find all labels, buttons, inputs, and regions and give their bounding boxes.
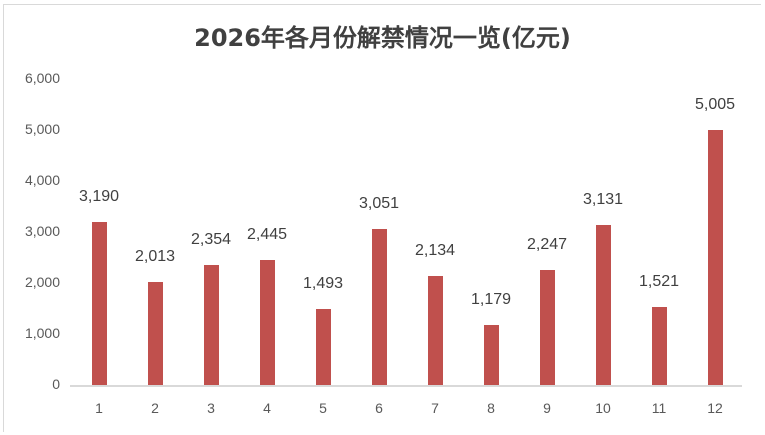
x-tick-label: 9 [543,400,551,416]
x-axis-line [70,385,742,387]
y-tick-label: 2,000 [24,274,60,290]
chart-title: 2026年各月份解禁情况一览(亿元) [194,24,571,52]
data-label: 2,013 [134,248,176,266]
x-tick-label: 5 [319,400,327,416]
data-label: 5,005 [694,95,736,113]
y-tick-label: 6,000 [24,70,60,86]
data-label: 1,493 [302,274,344,292]
x-tick-label: 11 [651,400,667,416]
bar-month-4 [259,260,275,385]
bar-month-12 [707,129,723,385]
x-tick-label: 1 [95,400,103,416]
x-tick-label: 10 [595,400,611,416]
data-label: 2,445 [246,226,288,244]
data-label: 2,134 [414,242,456,260]
y-tick-label: 0 [52,376,60,392]
bar-month-10 [595,225,611,385]
bar-month-3 [203,264,219,385]
x-tick-label: 8 [487,400,495,416]
data-label: 1,521 [638,273,680,291]
data-label: 2,354 [190,230,232,248]
bar-month-1 [91,222,107,385]
data-label: 2,247 [526,236,568,254]
data-label: 3,051 [358,195,400,213]
x-tick-label: 4 [263,400,271,416]
data-label: 3,190 [78,188,120,206]
y-tick-label: 5,000 [24,121,60,137]
y-tick-label: 4,000 [24,172,60,188]
bar-month-6 [371,229,387,385]
bar-month-2 [147,282,163,385]
bar-month-7 [427,276,443,385]
bar-month-5 [315,308,331,385]
bar-month-9 [539,270,555,385]
x-tick-label: 7 [431,400,439,416]
x-tick-label: 3 [207,400,215,416]
bar-month-11 [651,307,667,385]
x-tick-label: 2 [151,400,159,416]
x-tick-label: 12 [707,400,723,416]
y-tick-label: 1,000 [24,325,60,341]
data-label: 1,179 [470,290,512,308]
x-tick-label: 6 [375,400,383,416]
data-label: 3,131 [582,191,624,209]
y-tick-label: 3,000 [24,223,60,239]
chart-frame [3,4,761,432]
bar-month-8 [483,324,499,385]
